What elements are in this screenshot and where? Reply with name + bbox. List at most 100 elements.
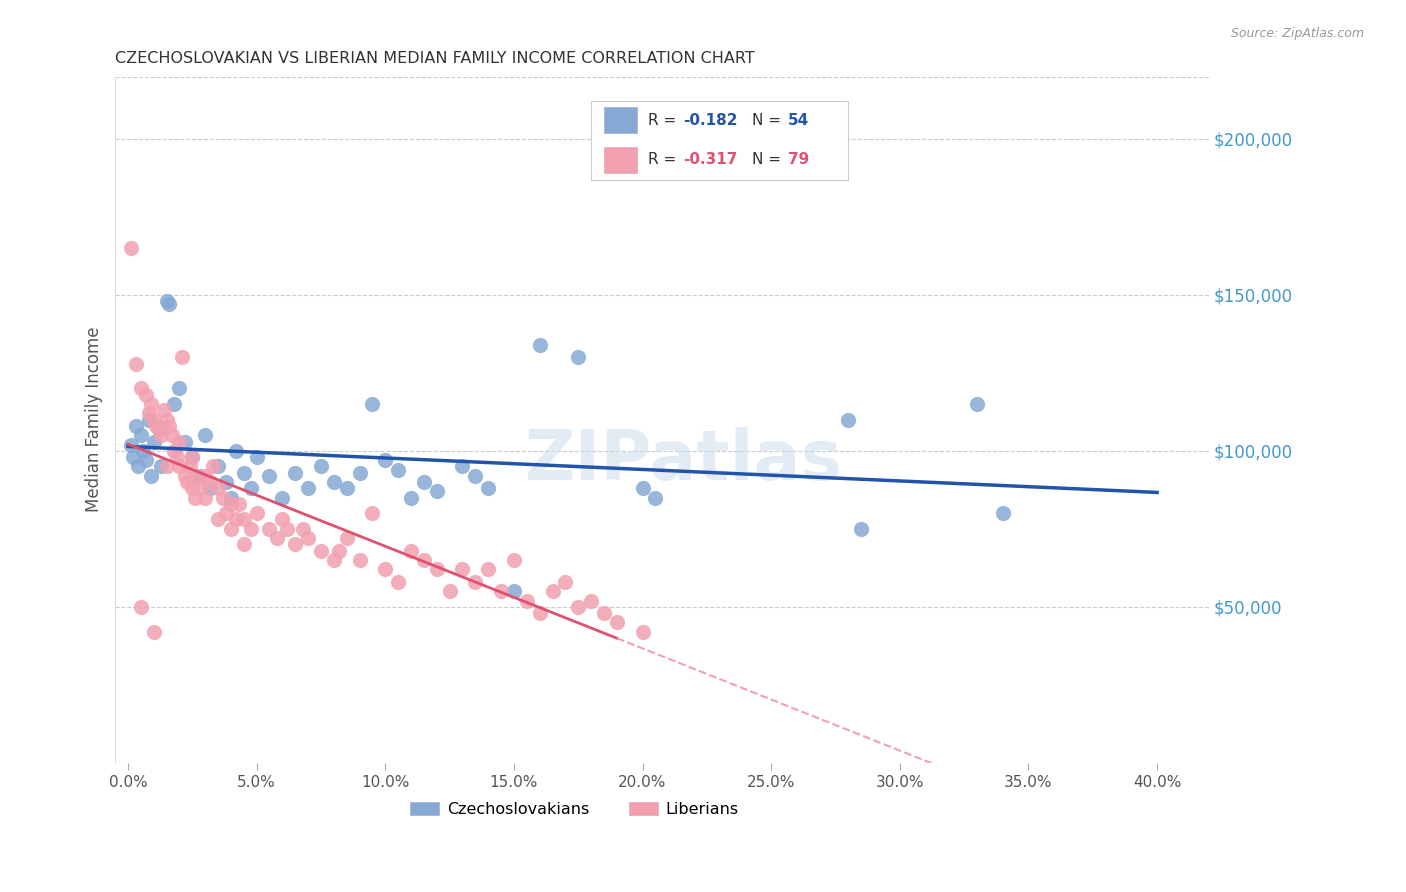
Point — [291, 522, 314, 536]
Point — [503, 584, 526, 599]
Text: N =: N = — [752, 153, 786, 168]
Point — [412, 553, 434, 567]
Point — [200, 475, 222, 489]
Point — [246, 450, 269, 464]
Point — [228, 497, 250, 511]
Text: R =: R = — [648, 112, 681, 128]
Point — [215, 475, 238, 489]
Point — [153, 403, 176, 417]
Point — [194, 468, 217, 483]
Point — [503, 553, 526, 567]
Point — [426, 562, 449, 576]
Point — [349, 553, 371, 567]
Point — [399, 491, 422, 505]
Point — [240, 481, 263, 495]
Legend: Czechoslovakians, Liberians: Czechoslovakians, Liberians — [404, 796, 745, 823]
Point — [387, 462, 409, 476]
Point — [297, 481, 319, 495]
Point — [451, 562, 474, 576]
Point — [176, 475, 198, 489]
Point — [186, 468, 208, 483]
Point — [157, 297, 180, 311]
Point — [328, 543, 350, 558]
Point — [207, 481, 229, 495]
Point — [120, 241, 142, 255]
Text: R =: R = — [648, 153, 681, 168]
Point — [132, 443, 155, 458]
Point — [142, 624, 165, 639]
Text: 54: 54 — [787, 112, 808, 128]
Point — [139, 468, 162, 483]
Point — [166, 450, 188, 464]
Point — [644, 491, 666, 505]
Point — [181, 450, 204, 464]
Point — [129, 428, 152, 442]
Point — [851, 522, 873, 536]
Point — [138, 412, 160, 426]
Point — [606, 615, 628, 630]
Point — [399, 543, 422, 558]
Point — [426, 484, 449, 499]
Text: -0.317: -0.317 — [683, 153, 737, 168]
Point — [219, 497, 242, 511]
Point — [361, 397, 384, 411]
Point — [579, 593, 602, 607]
Point — [567, 599, 589, 614]
Point — [477, 481, 499, 495]
Text: Source: ZipAtlas.com: Source: ZipAtlas.com — [1230, 27, 1364, 40]
Point — [169, 434, 191, 449]
Point — [309, 459, 332, 474]
Y-axis label: Median Family Income: Median Family Income — [86, 327, 103, 512]
Text: -0.182: -0.182 — [683, 112, 737, 128]
Point — [120, 437, 142, 451]
Text: N =: N = — [752, 112, 786, 128]
Point — [387, 574, 409, 589]
Point — [188, 481, 211, 495]
Point — [157, 418, 180, 433]
Point — [412, 475, 434, 489]
Text: CZECHOSLOVAKIAN VS LIBERIAN MEDIAN FAMILY INCOME CORRELATION CHART: CZECHOSLOVAKIAN VS LIBERIAN MEDIAN FAMIL… — [115, 51, 755, 66]
Point — [991, 506, 1014, 520]
Point — [271, 491, 294, 505]
Point — [439, 584, 461, 599]
Point — [127, 459, 149, 474]
Point — [184, 491, 207, 505]
Point — [181, 481, 204, 495]
Point — [142, 434, 165, 449]
Point — [163, 397, 186, 411]
Point — [276, 522, 298, 536]
Point — [201, 459, 224, 474]
Point — [169, 459, 191, 474]
Point — [194, 491, 217, 505]
Point — [155, 459, 177, 474]
Point — [194, 428, 217, 442]
Point — [297, 531, 319, 545]
Point — [125, 418, 148, 433]
Point — [554, 574, 576, 589]
Point — [160, 428, 183, 442]
Point — [349, 466, 371, 480]
Point — [129, 599, 152, 614]
Point — [135, 453, 157, 467]
Point — [464, 574, 486, 589]
FancyBboxPatch shape — [591, 101, 848, 179]
Point — [179, 459, 201, 474]
Point — [181, 450, 204, 464]
Point — [489, 584, 512, 599]
Point — [593, 606, 616, 620]
Point — [207, 512, 229, 526]
Point — [200, 481, 222, 495]
Point — [225, 443, 247, 458]
Point — [541, 584, 564, 599]
Point — [271, 512, 294, 526]
Point — [451, 459, 474, 474]
Point — [336, 481, 359, 495]
Point — [516, 593, 538, 607]
Point — [266, 531, 288, 545]
Point — [361, 506, 384, 520]
Point — [142, 412, 165, 426]
Point — [207, 459, 229, 474]
Point — [135, 388, 157, 402]
Point — [374, 562, 396, 576]
Point — [336, 531, 359, 545]
